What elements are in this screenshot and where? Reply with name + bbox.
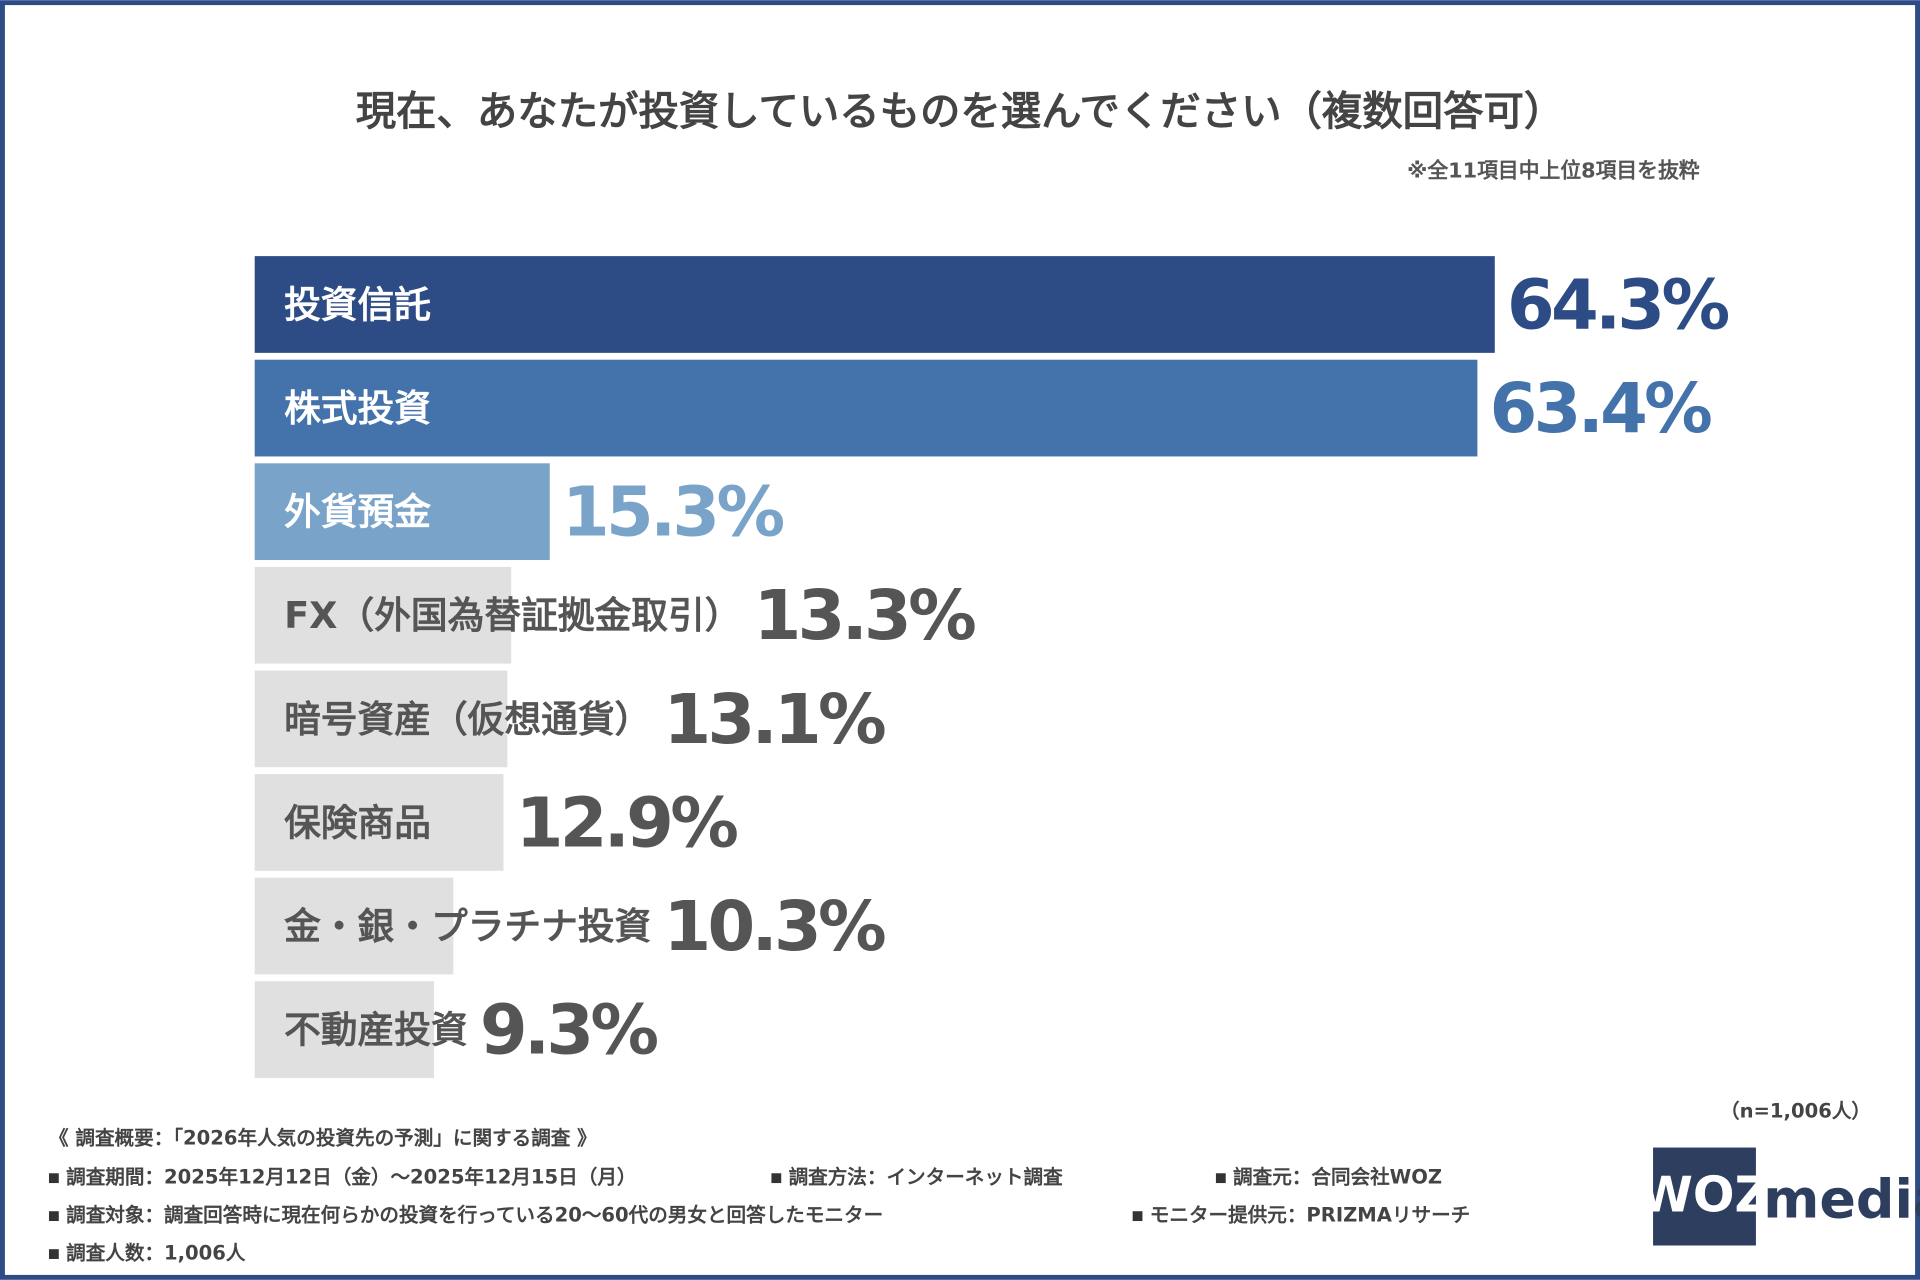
category-label: 外貨預金: [284, 491, 431, 534]
value-label: 63.4%: [1490, 369, 1711, 449]
bar: [254, 670, 508, 768]
bullet: [48, 1249, 59, 1259]
bar: [254, 877, 454, 975]
logo-box: [1653, 1147, 1756, 1246]
bar: [254, 981, 435, 1078]
footer-item: 調査対象：調査回答時に現在何らかの投資を行っている20〜60代の男女と回答したモ…: [66, 1204, 883, 1227]
logo-mark: WOZ: [1639, 1166, 1770, 1223]
bar: [254, 463, 550, 561]
bullet: [48, 1173, 59, 1184]
category-label: 投資信託: [284, 283, 431, 326]
bar: [254, 256, 1495, 353]
value-label: 10.3%: [664, 887, 885, 967]
footer-heading: 《 調査概要：「2026年人気の投資先の予測」に関する調査 》: [49, 1126, 597, 1149]
bar: [254, 566, 512, 664]
value-label: 15.3%: [562, 473, 783, 553]
category-label: 不動産投資: [284, 1009, 468, 1052]
subtitle: ※全11項目中上位8項目を抜粋: [1407, 159, 1700, 183]
footer-item: 調査方法：インターネット調査: [789, 1166, 1064, 1189]
category-label: 暗号資産（仮想通貨）: [284, 698, 651, 741]
footer-item: 調査元：合同会社WOZ: [1233, 1166, 1442, 1189]
bar: [254, 774, 504, 871]
value-label: 13.1%: [664, 680, 885, 760]
chart-title: 現在、あなたが投資しているものを選んでください（複数回答可）: [356, 87, 1565, 135]
footer-item: モニター提供元：PRIZMAリサーチ: [1150, 1204, 1470, 1227]
value-label: 9.3%: [480, 991, 657, 1071]
sample-size: （n=1,006人）: [1720, 1100, 1871, 1123]
value-label: 64.3%: [1507, 265, 1728, 345]
category-label: FX（外国為替証拠金取引）: [284, 594, 741, 637]
bar: [254, 359, 1478, 457]
footer-item: 調査期間：2025年12月12日（金）〜2025年12月15日（月）: [66, 1166, 636, 1189]
bullet: [771, 1173, 782, 1184]
bullet: [1215, 1173, 1226, 1184]
value-label: 13.3%: [754, 576, 975, 656]
footer-item: 調査人数：1,006人: [66, 1242, 246, 1265]
bullet: [48, 1211, 59, 1222]
value-label: 12.9%: [516, 783, 737, 863]
category-label: 株式投資: [284, 387, 431, 430]
category-label: 金・銀・プラチナ投資: [283, 905, 651, 948]
category-label: 保険商品: [284, 801, 431, 844]
logo-text: media: [1763, 1167, 1920, 1230]
bullet: [1132, 1211, 1143, 1222]
